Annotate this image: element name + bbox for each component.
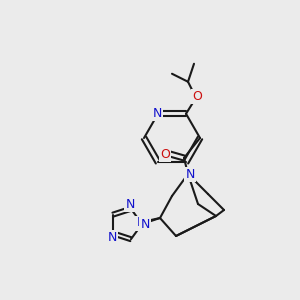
Text: O: O	[192, 90, 202, 103]
Text: N: N	[107, 231, 117, 244]
Text: N: N	[140, 218, 150, 230]
Text: N: N	[136, 217, 146, 230]
Text: O: O	[160, 148, 170, 160]
Text: N: N	[125, 198, 135, 211]
Text: N: N	[185, 167, 195, 181]
Text: N: N	[152, 107, 162, 120]
